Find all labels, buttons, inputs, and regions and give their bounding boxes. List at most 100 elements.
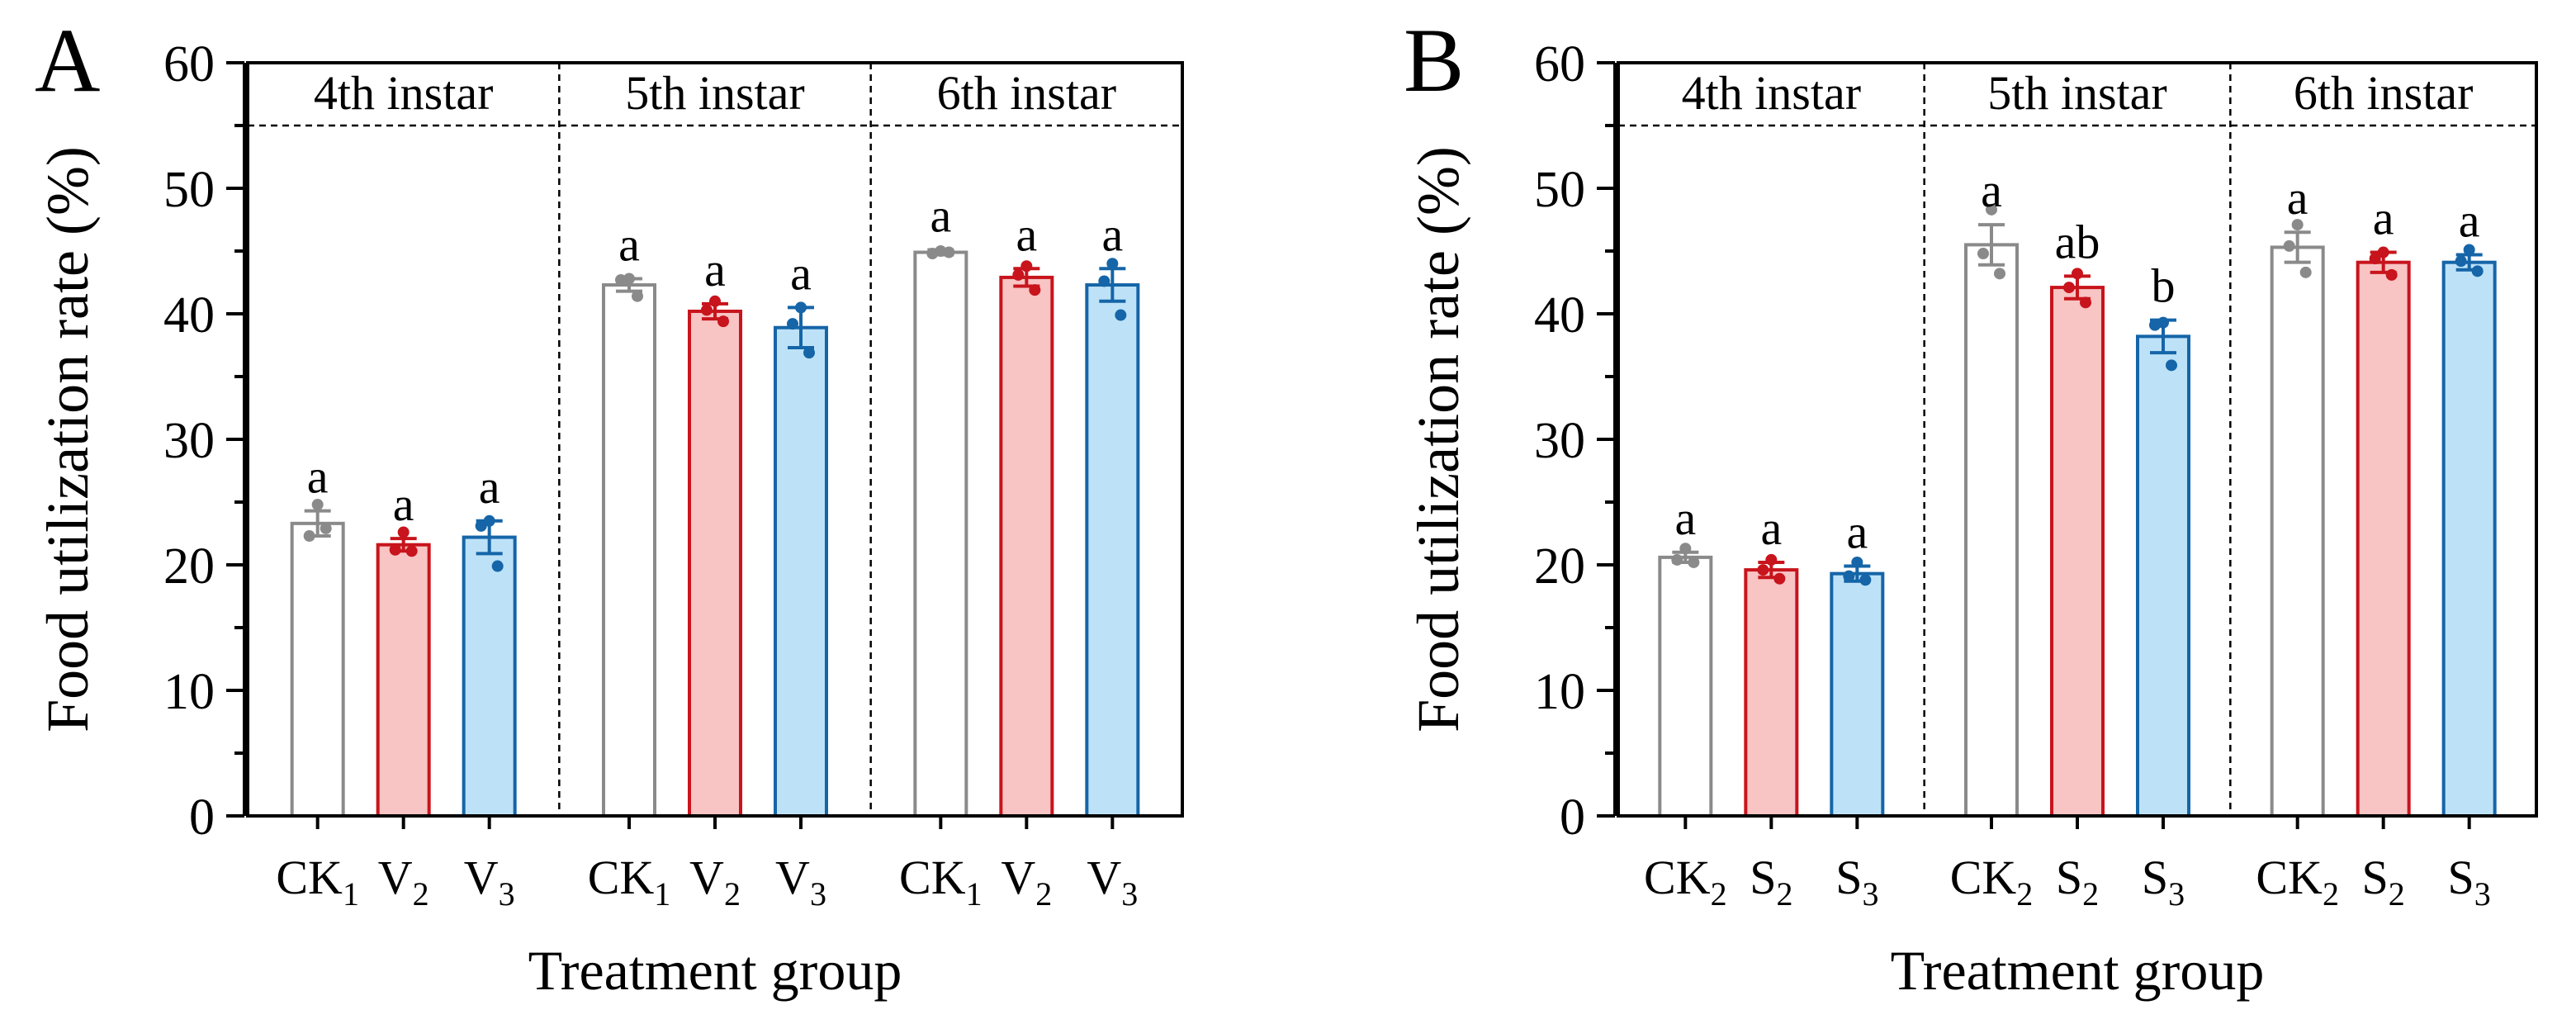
x-tick-label-name: S bbox=[2056, 851, 2082, 904]
y-tick-label: 40 bbox=[163, 287, 215, 344]
data-point bbox=[1843, 570, 1855, 582]
x-tick-label: S3 bbox=[2142, 851, 2185, 913]
data-point bbox=[311, 499, 324, 511]
x-tick-label-subscript: 3 bbox=[2474, 875, 2491, 913]
bar bbox=[2136, 334, 2190, 818]
x-tick-label: S3 bbox=[1835, 851, 1878, 913]
data-point bbox=[397, 526, 410, 538]
x-tick-label: V2 bbox=[689, 851, 741, 913]
plot-frame bbox=[1617, 61, 2538, 818]
y-axis-label: Food utilization rate (%) bbox=[35, 146, 101, 732]
bar bbox=[2356, 260, 2411, 818]
significance-letter: ab bbox=[2055, 215, 2100, 268]
bar bbox=[1744, 568, 1799, 818]
x-tick-label-subscript: 1 bbox=[654, 875, 670, 913]
bar bbox=[462, 535, 517, 818]
data-point bbox=[1986, 203, 1997, 216]
data-point bbox=[1977, 248, 1989, 260]
x-tick-label-subscript: 3 bbox=[1121, 875, 1138, 913]
y-tick-label: 40 bbox=[1534, 287, 1585, 344]
data-point bbox=[2291, 219, 2304, 231]
data-point bbox=[1679, 543, 1692, 555]
significance-letter: a bbox=[790, 246, 812, 300]
chart-panel-A: A 0 10 20 30 40 50 60 Food utilization rate (%) T… bbox=[35, 10, 1184, 1002]
significance-letter: b bbox=[2152, 259, 2176, 313]
x-tick-label-subscript: 3 bbox=[810, 875, 826, 913]
bar bbox=[1964, 243, 2019, 818]
y-axis-ticks: 0 10 20 30 40 50 60 bbox=[163, 36, 244, 846]
group-label: 6th instar bbox=[937, 66, 1116, 120]
x-tick-label: CK2 bbox=[2256, 851, 2339, 913]
x-tick-label-subscript: 2 bbox=[2323, 875, 2339, 913]
y-tick-label: 50 bbox=[163, 162, 215, 218]
x-tick-label: V2 bbox=[378, 851, 429, 913]
x-tick-label-name: CK bbox=[276, 851, 343, 904]
x-tick-label: V3 bbox=[464, 851, 515, 913]
x-tick-label-name: S bbox=[1835, 851, 1862, 904]
bar bbox=[602, 283, 656, 818]
x-tick-label-name: V bbox=[464, 851, 499, 904]
data-point bbox=[1994, 268, 2005, 280]
data-point bbox=[709, 295, 721, 307]
group-label: 4th instar bbox=[1682, 66, 1861, 120]
x-tick-label-subscript: 3 bbox=[499, 875, 515, 913]
significance-letter: a bbox=[704, 243, 726, 296]
significance-letter: a bbox=[618, 217, 640, 271]
data-point bbox=[2385, 268, 2398, 281]
data-point bbox=[1859, 574, 1872, 586]
data-point bbox=[2377, 246, 2389, 258]
data-point bbox=[632, 290, 643, 302]
data-point bbox=[1765, 553, 1778, 566]
significance-letter: a bbox=[1101, 207, 1123, 261]
x-tick-label-subscript: 3 bbox=[2168, 875, 2185, 913]
x-tick-label-name: V bbox=[775, 851, 810, 904]
bar bbox=[2050, 286, 2105, 818]
y-tick-label: 30 bbox=[1534, 413, 1585, 469]
significance-letter: a bbox=[1981, 164, 2002, 217]
x-tick-label-name: V bbox=[1087, 851, 1121, 904]
data-point bbox=[803, 347, 815, 359]
data-point bbox=[1106, 258, 1119, 270]
group-label: 5th instar bbox=[625, 66, 804, 120]
data-point bbox=[2369, 253, 2381, 265]
data-point bbox=[701, 304, 713, 316]
x-axis-label: Treatment group bbox=[1891, 939, 2265, 1002]
x-tick-label-name: CK bbox=[1644, 851, 1711, 904]
x-tick-label-subscript: 3 bbox=[1862, 875, 1878, 913]
bar bbox=[688, 309, 742, 818]
x-tick-label-name: S bbox=[2362, 851, 2389, 904]
bar bbox=[774, 325, 828, 818]
x-tick-label: S2 bbox=[1750, 851, 1792, 913]
data-point bbox=[1029, 284, 1041, 296]
panel-label: A bbox=[35, 10, 100, 111]
y-tick-label: 0 bbox=[1560, 789, 1585, 846]
panel-label: B bbox=[1404, 10, 1464, 111]
data-point bbox=[615, 273, 627, 286]
y-axis-ticks: 0 10 20 30 40 50 60 bbox=[1534, 36, 1615, 846]
chart-panel-B: B 0 10 20 30 40 50 60 Food utilization rate (%) T… bbox=[1404, 10, 2538, 1002]
x-tick-label-subscript: 2 bbox=[2082, 875, 2099, 913]
data-point bbox=[717, 315, 729, 328]
x-tick-label-name: V bbox=[689, 851, 724, 904]
x-tick-label-name: S bbox=[2142, 851, 2168, 904]
data-point bbox=[2471, 265, 2484, 277]
plot-frame bbox=[246, 61, 1184, 818]
y-tick-label: 0 bbox=[189, 789, 215, 846]
y-tick-label: 60 bbox=[163, 36, 215, 92]
bar bbox=[2441, 260, 2497, 818]
y-tick-label: 60 bbox=[1534, 36, 1585, 92]
significance-letter: a bbox=[1674, 491, 1696, 545]
group-label: 6th instar bbox=[2294, 66, 2473, 120]
group-label: 4th instar bbox=[314, 66, 493, 120]
x-tick-label: S3 bbox=[2448, 851, 2491, 913]
data-point bbox=[1020, 260, 1033, 273]
x-tick-label-subscript: 2 bbox=[413, 875, 429, 913]
data-point bbox=[926, 248, 939, 260]
data-point bbox=[475, 519, 487, 532]
data-point bbox=[1851, 556, 1863, 568]
data-point bbox=[491, 560, 504, 572]
